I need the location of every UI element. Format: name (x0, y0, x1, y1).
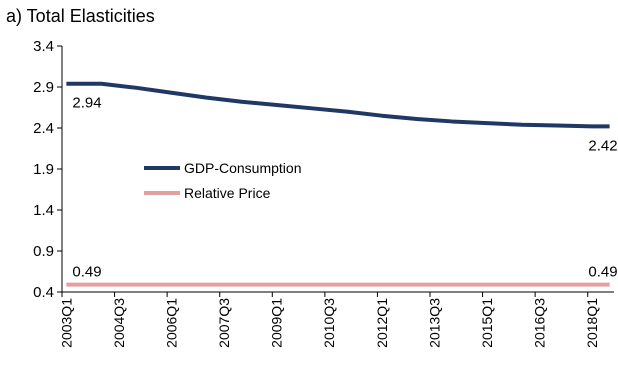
legend-label-relative-price: Relative Price (184, 185, 271, 201)
x-tick-label: 2007Q3 (216, 298, 232, 348)
x-tick-label: 2016Q3 (532, 298, 548, 348)
gdp-consumption-line (66, 81, 610, 129)
y-tick-label: 0.4 (33, 284, 54, 301)
y-axis: 3.4 2.9 2.4 1.9 1.4 0.9 0.4 (33, 38, 63, 301)
x-tick-label: 2010Q3 (321, 298, 337, 348)
data-label: 2.94 (72, 95, 101, 112)
x-tick-label: 2018Q1 (584, 298, 600, 348)
x-tick-label: 2006Q1 (164, 298, 180, 348)
x-tick-label: 2012Q1 (374, 298, 390, 348)
y-tick-label: 1.9 (33, 161, 54, 178)
data-label: 0.49 (588, 264, 617, 281)
data-label: 0.49 (72, 264, 101, 281)
data-label: 2.42 (588, 137, 617, 154)
y-tick-label: 1.4 (33, 202, 54, 219)
x-tick-label: 2009Q1 (269, 298, 285, 348)
y-tick-label: 3.4 (33, 38, 54, 55)
x-tick-label: 2015Q1 (479, 298, 495, 348)
chart-title: a) Total Elasticities (6, 6, 155, 26)
x-tick-label: 2004Q3 (111, 298, 127, 348)
legend: GDP-Consumption Relative Price (144, 160, 302, 201)
data-labels: 2.94 2.42 0.49 0.49 (72, 95, 617, 281)
series-lines (66, 81, 610, 287)
x-tick-label: 2013Q3 (426, 298, 442, 348)
legend-label-gdp-consumption: GDP-Consumption (184, 160, 302, 176)
y-tick-label: 2.4 (33, 120, 54, 137)
y-tick-label: 0.9 (33, 243, 54, 260)
y-tick-label: 2.9 (33, 79, 54, 96)
x-tick-label: 2003Q1 (58, 298, 74, 348)
x-axis: 2003Q1 2004Q3 2006Q1 2007Q3 2009Q1 2010Q3 2012… (58, 291, 614, 348)
